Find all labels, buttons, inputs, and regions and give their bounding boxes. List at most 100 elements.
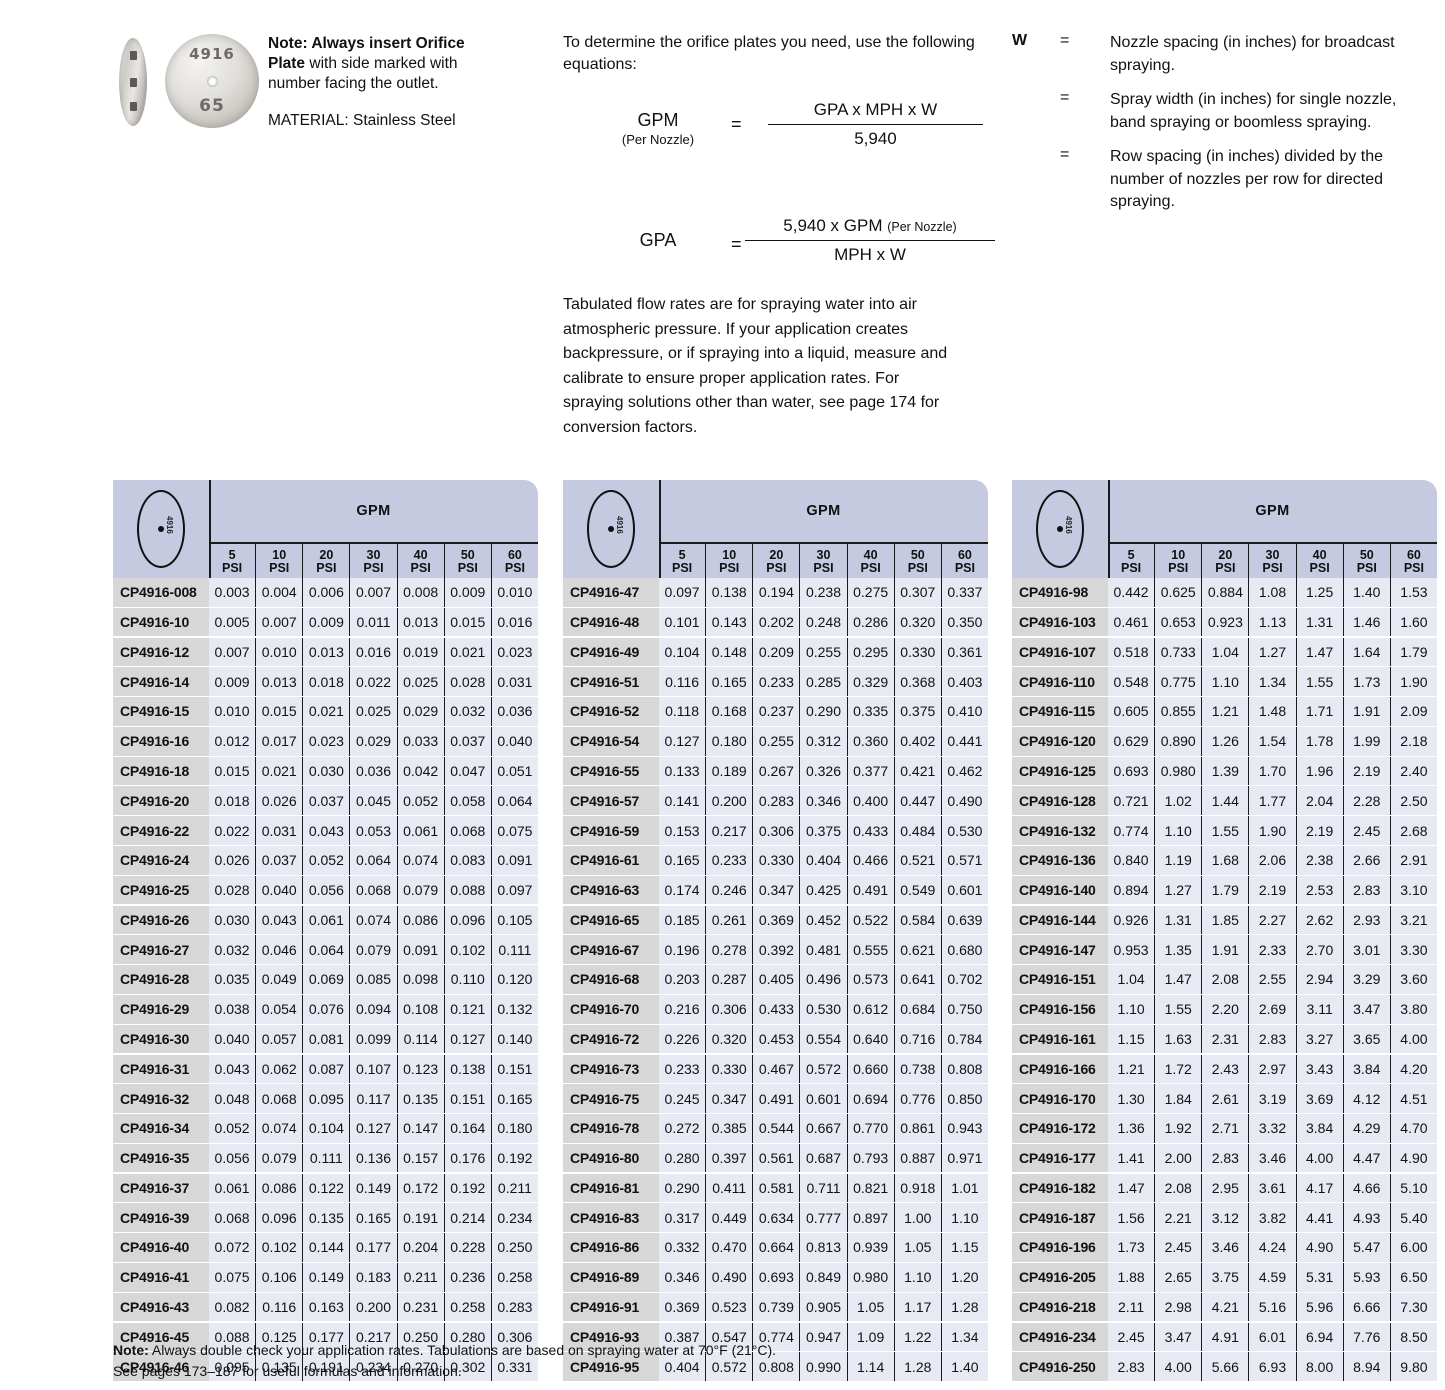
table-row[interactable]: CP4916-83 0.317 0.449 0.634 0.777 0.897 1.00 1.… [563,1203,988,1232]
table-row[interactable]: CP4916-128 0.721 1.02 1.44 1.77 2.04 2.28 2.50 [1012,786,1437,816]
flow-value-cell: 0.716 [893,1024,941,1054]
table-row[interactable]: CP4916-26 0.030 0.043 0.061 0.074 0.086 0.096 0… [113,905,538,935]
table-row[interactable]: CP4916-86 0.332 0.470 0.664 0.813 0.939 1.05 1.… [563,1233,988,1262]
table-row[interactable]: CP4916-161 1.15 1.63 2.31 2.83 3.27 3.65 4.00 [1012,1024,1437,1054]
table-row[interactable]: CP4916-68 0.203 0.287 0.405 0.496 0.573 0.641 0… [563,965,988,994]
table-row[interactable]: CP4916-140 0.894 1.27 1.79 2.19 2.53 2.83 3.10 [1012,875,1437,905]
table-row[interactable]: CP4916-107 0.518 0.733 1.04 1.27 1.47 1.64 1.79 [1012,637,1437,667]
table-row[interactable]: CP4916-28 0.035 0.049 0.069 0.085 0.098 0.110 0… [113,965,538,994]
table-row[interactable]: CP4916-156 1.10 1.55 2.20 2.69 3.11 3.47 3.80 [1012,994,1437,1024]
table-row[interactable]: CP4916-25 0.028 0.040 0.056 0.068 0.079 0.088 0… [113,875,538,905]
table-row[interactable]: CP4916-177 1.41 2.00 2.83 3.46 4.00 4.47 4.90 [1012,1143,1437,1173]
table-row[interactable]: CP4916-49 0.104 0.148 0.209 0.255 0.295 0.330 0… [563,637,988,667]
table-row[interactable]: CP4916-39 0.068 0.096 0.135 0.165 0.191 0.214 0… [113,1203,538,1232]
table-row[interactable]: CP4916-89 0.346 0.490 0.693 0.849 0.980 1.10 1.… [563,1262,988,1292]
flow-value-cells: 0.332 0.470 0.664 0.813 0.939 1.05 1.15 [659,1233,988,1262]
table-row[interactable]: CP4916-15 0.010 0.015 0.021 0.025 0.029 0.032 0… [113,697,538,726]
table-row[interactable]: CP4916-45 0.088 0.125 0.177 0.217 0.250 0.280 0… [113,1322,538,1352]
flow-value-cell: 0.861 [893,1114,941,1143]
table-row[interactable]: CP4916-32 0.048 0.068 0.095 0.117 0.135 0.151 0… [113,1084,538,1113]
table-row[interactable]: CP4916-61 0.165 0.233 0.330 0.404 0.466 0.521 0… [563,846,988,875]
table-row[interactable]: CP4916-10 0.005 0.007 0.009 0.011 0.013 0.015 0… [113,607,538,637]
table-row[interactable]: CP4916-20 0.018 0.026 0.037 0.045 0.052 0.058 0… [113,786,538,816]
flow-value-cell: 0.250 [396,1322,444,1352]
table-row[interactable]: CP4916-172 1.36 1.92 2.71 3.32 3.84 4.29 4.70 [1012,1114,1437,1143]
flow-value-cell: 0.625 [1154,578,1201,607]
table-row[interactable]: CP4916-151 1.04 1.47 2.08 2.55 2.94 3.29 3.60 [1012,965,1437,994]
table-row[interactable]: CP4916-95 0.404 0.572 0.808 0.990 1.14 1.28 1.4… [563,1352,988,1381]
table-row[interactable]: CP4916-52 0.118 0.168 0.237 0.290 0.335 0.375 0… [563,697,988,726]
table-row[interactable]: CP4916-170 1.30 1.84 2.61 3.19 3.69 4.12 4.51 [1012,1084,1437,1113]
table-row[interactable]: CP4916-73 0.233 0.330 0.467 0.572 0.660 0.738 0… [563,1054,988,1084]
table-row[interactable]: CP4916-22 0.022 0.031 0.043 0.053 0.061 0.068 0… [113,816,538,845]
table-row[interactable]: CP4916-30 0.040 0.057 0.081 0.099 0.114 0.127 0… [113,1024,538,1054]
table-row[interactable]: CP4916-125 0.693 0.980 1.39 1.70 1.96 2.19 2.40 [1012,756,1437,786]
table-row[interactable]: CP4916-46 0.095 0.135 0.191 0.234 0.270 0.302 0… [113,1352,538,1381]
table-row[interactable]: CP4916-35 0.056 0.079 0.111 0.136 0.157 0.176 0… [113,1143,538,1173]
flow-value-cell: 0.046 [255,935,302,964]
table-row[interactable]: CP4916-115 0.605 0.855 1.21 1.48 1.71 1.91 2.09 [1012,697,1437,726]
table-row[interactable]: CP4916-65 0.185 0.261 0.369 0.452 0.522 0.584 0… [563,905,988,935]
table-row[interactable]: CP4916-41 0.075 0.106 0.149 0.183 0.211 0.236 0… [113,1262,538,1292]
table-row[interactable]: CP4916-205 1.88 2.65 3.75 4.59 5.31 5.93 6.50 [1012,1262,1437,1292]
table-row[interactable]: CP4916-24 0.026 0.037 0.052 0.064 0.074 0.083 0… [113,846,538,875]
table-row[interactable]: CP4916-29 0.038 0.054 0.076 0.094 0.108 0.121 0… [113,994,538,1024]
flow-value-cell: 0.029 [349,726,396,756]
table-row[interactable]: CP4916-70 0.216 0.306 0.433 0.530 0.612 0.684 0… [563,994,988,1024]
table-row[interactable]: CP4916-218 2.11 2.98 4.21 5.16 5.96 6.66 7.30 [1012,1292,1437,1322]
table-row[interactable]: CP4916-132 0.774 1.10 1.55 1.90 2.19 2.45 2.68 [1012,816,1437,845]
table-row[interactable]: CP4916-16 0.012 0.017 0.023 0.029 0.033 0.037 0… [113,726,538,756]
table-row[interactable]: CP4916-63 0.174 0.246 0.347 0.425 0.491 0.549 0… [563,875,988,905]
table-row[interactable]: CP4916-91 0.369 0.523 0.739 0.905 1.05 1.17 1.2… [563,1292,988,1322]
table-row[interactable]: CP4916-80 0.280 0.397 0.561 0.687 0.793 0.887 0… [563,1143,988,1173]
table-row[interactable]: CP4916-78 0.272 0.385 0.544 0.667 0.770 0.861 0… [563,1114,988,1143]
table-row[interactable]: CP4916-120 0.629 0.890 1.26 1.54 1.78 1.99 2.18 [1012,726,1437,756]
table-row[interactable]: CP4916-147 0.953 1.35 1.91 2.33 2.70 3.01 3.30 [1012,935,1437,964]
table-row[interactable]: CP4916-37 0.061 0.086 0.122 0.149 0.172 0.192 0… [113,1173,538,1203]
flow-value-cell: 0.118 [665,703,700,720]
flow-value-cell: 0.612 [846,994,894,1024]
table-row[interactable]: CP4916-103 0.461 0.653 0.923 1.13 1.31 1.46 1.6… [1012,607,1437,637]
table-row[interactable]: CP4916-136 0.840 1.19 1.68 2.06 2.38 2.66 2.91 [1012,846,1437,875]
flow-value-cells: 1.47 2.08 2.95 3.61 4.17 4.66 5.10 [1108,1173,1437,1203]
table-row[interactable]: CP4916-59 0.153 0.217 0.306 0.375 0.433 0.484 0… [563,816,988,845]
flow-value-cell: 0.813 [799,1233,846,1262]
table-row[interactable]: CP4916-81 0.290 0.411 0.581 0.711 0.821 0.918 1… [563,1173,988,1203]
flow-value-cell: 1.56 [1117,1209,1145,1226]
table-row[interactable]: CP4916-55 0.133 0.189 0.267 0.326 0.377 0.421 0… [563,756,988,786]
flow-value-cell: 0.449 [705,1203,752,1232]
table-row[interactable]: CP4916-54 0.127 0.180 0.255 0.312 0.360 0.402 0… [563,726,988,756]
table-row[interactable]: CP4916-75 0.245 0.347 0.491 0.601 0.694 0.776 0… [563,1084,988,1113]
table-row[interactable]: CP4916-51 0.116 0.165 0.233 0.285 0.329 0.368 0… [563,667,988,696]
table-row[interactable]: CP4916-31 0.043 0.062 0.087 0.107 0.123 0.138 0… [113,1054,538,1084]
table-row[interactable]: CP4916-43 0.082 0.116 0.163 0.200 0.231 0.258 0… [113,1292,538,1322]
table-row[interactable]: CP4916-98 0.442 0.625 0.884 1.08 1.25 1.40 1.53 [1012,578,1437,607]
flow-value-cell: 0.217 [705,816,752,845]
table-row[interactable]: CP4916-27 0.032 0.046 0.064 0.079 0.091 0.102 0… [113,935,538,964]
table-row[interactable]: CP4916-008 0.003 0.004 0.006 0.007 0.008 0.009… [113,578,538,607]
table-row[interactable]: CP4916-57 0.141 0.200 0.283 0.346 0.400 0.447 0… [563,786,988,816]
psi-column-header-10: 10 PSI [255,544,302,580]
flow-value-cell: 3.80 [1389,994,1437,1024]
table-row[interactable]: CP4916-67 0.196 0.278 0.392 0.481 0.555 0.621 0… [563,935,988,964]
table-row[interactable]: CP4916-18 0.015 0.021 0.030 0.036 0.042 0.047 0… [113,756,538,786]
table-row[interactable]: CP4916-166 1.21 1.72 2.43 2.97 3.43 3.84 4.20 [1012,1054,1437,1084]
table-row[interactable]: CP4916-93 0.387 0.547 0.774 0.947 1.09 1.22 1.3… [563,1322,988,1352]
table-row[interactable]: CP4916-234 2.45 3.47 4.91 6.01 6.94 7.76 8.50 [1012,1322,1437,1352]
table-row[interactable]: CP4916-72 0.226 0.320 0.453 0.554 0.640 0.716 0… [563,1024,988,1054]
table-row[interactable]: CP4916-187 1.56 2.21 3.12 3.82 4.41 4.93 5.40 [1012,1203,1437,1232]
table-row[interactable]: CP4916-196 1.73 2.45 3.46 4.24 4.90 5.47 6.00 [1012,1233,1437,1262]
table-row[interactable]: CP4916-144 0.926 1.31 1.85 2.27 2.62 2.93 3.21 [1012,905,1437,935]
table-row[interactable]: CP4916-40 0.072 0.102 0.144 0.177 0.204 0.228 0… [113,1233,538,1262]
flow-value-cell: 3.46 [1201,1233,1248,1262]
table-row[interactable]: CP4916-250 2.83 4.00 5.66 6.93 8.00 8.94 9.80 [1012,1352,1437,1381]
table-row[interactable]: CP4916-34 0.052 0.074 0.104 0.127 0.147 0.164 0… [113,1114,538,1143]
table-row[interactable]: CP4916-47 0.097 0.138 0.194 0.238 0.275 0.307 0… [563,578,988,607]
flow-value-cell: 0.143 [705,607,752,637]
table-row[interactable]: CP4916-12 0.007 0.010 0.013 0.016 0.019 0.021 0… [113,637,538,667]
table-row[interactable]: CP4916-182 1.47 2.08 2.95 3.61 4.17 4.66 5.10 [1012,1173,1437,1203]
table-row[interactable]: CP4916-110 0.548 0.775 1.10 1.34 1.55 1.73 1.90 [1012,667,1437,696]
table-row[interactable]: CP4916-48 0.101 0.143 0.202 0.248 0.286 0.320 0… [563,607,988,637]
table-row[interactable]: CP4916-14 0.009 0.013 0.018 0.022 0.025 0.028 0… [113,667,538,696]
part-number-cell: CP4916-14 [113,667,209,696]
